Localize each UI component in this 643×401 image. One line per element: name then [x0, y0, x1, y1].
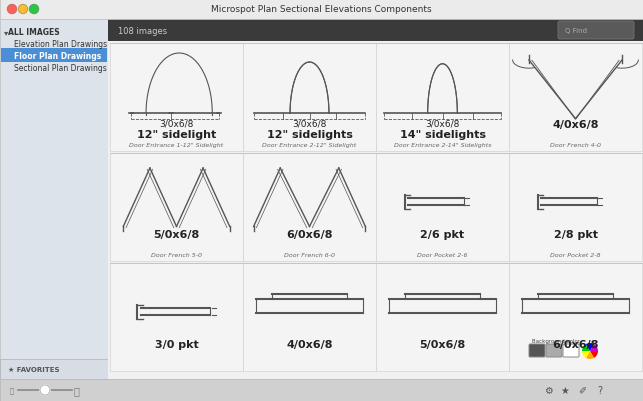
Text: 12" sidelight: 12" sidelight	[137, 129, 216, 139]
Text: Microspot Plan Sectional Elevations Components: Microspot Plan Sectional Elevations Comp…	[211, 6, 432, 14]
Text: 5/0x6/8: 5/0x6/8	[154, 229, 199, 239]
FancyBboxPatch shape	[0, 20, 108, 401]
Text: Q Find: Q Find	[565, 28, 587, 34]
FancyBboxPatch shape	[563, 344, 579, 357]
FancyBboxPatch shape	[376, 44, 509, 152]
Text: Door French 5-0: Door French 5-0	[151, 252, 202, 257]
Text: Door Entrance 1-12" Sidelight: Door Entrance 1-12" Sidelight	[129, 143, 224, 148]
FancyBboxPatch shape	[108, 42, 643, 379]
FancyBboxPatch shape	[243, 263, 376, 371]
FancyBboxPatch shape	[558, 22, 634, 40]
Wedge shape	[582, 351, 590, 358]
FancyBboxPatch shape	[376, 263, 509, 371]
Text: Floor Plan Drawings: Floor Plan Drawings	[14, 52, 101, 61]
Text: 3/0x6/8: 3/0x6/8	[293, 119, 327, 128]
Text: 3/0 pkt: 3/0 pkt	[154, 339, 199, 349]
Text: 6/0x6/8: 6/0x6/8	[286, 229, 332, 239]
Text: Sectional Plan Drawings: Sectional Plan Drawings	[14, 64, 107, 73]
FancyBboxPatch shape	[0, 359, 108, 379]
Wedge shape	[590, 344, 598, 351]
Text: Door French 4-0: Door French 4-0	[550, 143, 601, 148]
Text: 6/0x6/8: 6/0x6/8	[552, 339, 599, 349]
Text: 5/0x6/8: 5/0x6/8	[419, 339, 466, 349]
Circle shape	[40, 385, 50, 395]
Text: Door Pocket 2-6: Door Pocket 2-6	[417, 252, 467, 257]
Text: ✐: ✐	[578, 385, 586, 395]
Text: Background color: Background color	[532, 338, 580, 343]
Text: Elevation Plan Drawings: Elevation Plan Drawings	[14, 40, 107, 49]
Text: 4/0x6/8: 4/0x6/8	[286, 339, 332, 349]
FancyBboxPatch shape	[529, 344, 545, 357]
Text: ★: ★	[561, 385, 569, 395]
Circle shape	[30, 6, 39, 14]
Text: 2/6 pkt: 2/6 pkt	[421, 229, 464, 239]
Text: 12" sidelights: 12" sidelights	[267, 129, 352, 139]
Text: ⚙: ⚙	[543, 385, 552, 395]
FancyBboxPatch shape	[1, 49, 107, 63]
Wedge shape	[586, 343, 594, 351]
FancyBboxPatch shape	[110, 154, 243, 261]
Text: ★ FAVORITES: ★ FAVORITES	[8, 366, 60, 372]
Circle shape	[19, 6, 28, 14]
FancyBboxPatch shape	[243, 154, 376, 261]
Text: 4/0x6/8: 4/0x6/8	[552, 119, 599, 129]
Text: Door Entrance 2-12" Sidelight: Door Entrance 2-12" Sidelight	[262, 143, 357, 148]
Text: ▾: ▾	[4, 28, 8, 37]
Wedge shape	[582, 344, 590, 351]
Text: ⬛: ⬛	[73, 385, 79, 395]
FancyBboxPatch shape	[509, 263, 642, 371]
Text: ⬛: ⬛	[10, 387, 14, 393]
Wedge shape	[590, 351, 598, 358]
FancyBboxPatch shape	[509, 44, 642, 152]
Wedge shape	[586, 351, 594, 359]
FancyBboxPatch shape	[376, 154, 509, 261]
FancyBboxPatch shape	[243, 44, 376, 152]
FancyBboxPatch shape	[110, 263, 243, 371]
FancyBboxPatch shape	[110, 44, 243, 152]
Text: ?: ?	[597, 385, 602, 395]
Circle shape	[8, 6, 17, 14]
Text: 108 images: 108 images	[118, 26, 167, 35]
Text: 14" sidelights: 14" sidelights	[399, 129, 485, 139]
Text: 3/0x6/8: 3/0x6/8	[159, 119, 194, 128]
FancyBboxPatch shape	[0, 379, 643, 401]
Text: Door French 6-0: Door French 6-0	[284, 252, 335, 257]
FancyBboxPatch shape	[509, 154, 642, 261]
Text: Door Entrance 2-14" Sidelights: Door Entrance 2-14" Sidelights	[394, 143, 491, 148]
FancyBboxPatch shape	[108, 20, 643, 42]
Text: Door Pocket 2-8: Door Pocket 2-8	[550, 252, 601, 257]
Text: 3/0x6/8: 3/0x6/8	[425, 119, 460, 128]
Text: 2/8 pkt: 2/8 pkt	[554, 229, 597, 239]
FancyBboxPatch shape	[546, 344, 562, 357]
Text: ALL IMAGES: ALL IMAGES	[8, 28, 60, 37]
FancyBboxPatch shape	[0, 0, 643, 20]
